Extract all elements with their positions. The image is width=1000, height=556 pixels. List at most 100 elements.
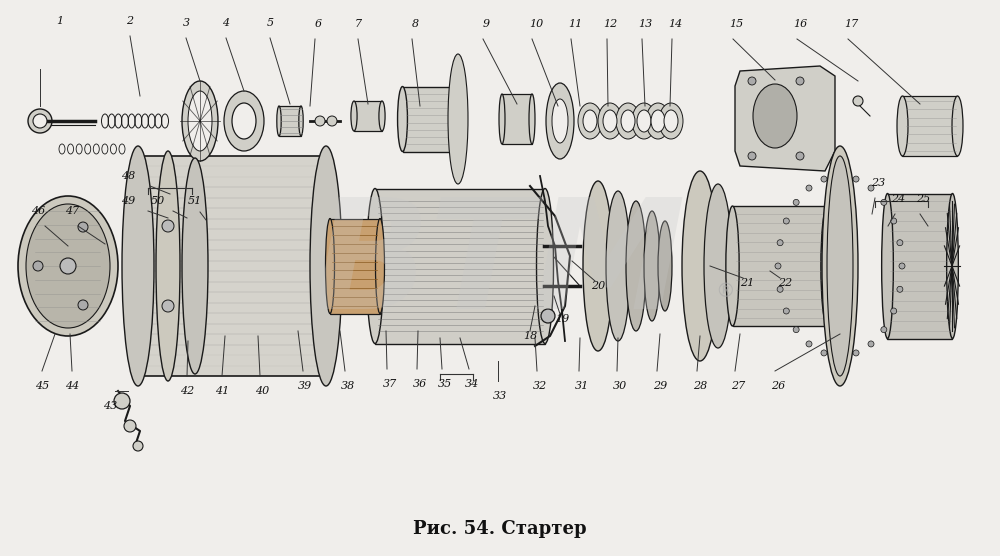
Ellipse shape [583,110,597,132]
Circle shape [793,326,799,332]
Text: 8: 8 [411,19,419,29]
Ellipse shape [947,193,958,339]
Circle shape [868,185,874,191]
Text: 39: 39 [298,381,312,391]
Circle shape [837,173,843,179]
Text: 47: 47 [65,206,79,216]
Ellipse shape [316,156,338,376]
Text: 31: 31 [575,381,589,391]
Ellipse shape [18,196,118,336]
Circle shape [78,300,88,310]
Ellipse shape [552,99,568,143]
Ellipse shape [626,201,646,331]
Circle shape [806,341,812,347]
Ellipse shape [310,146,342,386]
Text: 40: 40 [255,386,269,396]
Circle shape [897,286,903,292]
Circle shape [783,218,789,224]
Text: 46: 46 [31,206,45,216]
Polygon shape [735,66,835,171]
Ellipse shape [621,110,635,132]
Circle shape [162,220,174,232]
Text: 41: 41 [215,386,229,396]
Circle shape [315,116,325,126]
Ellipse shape [398,87,407,151]
Text: 5: 5 [266,18,274,28]
Circle shape [837,353,843,359]
Circle shape [891,218,897,224]
Text: 24: 24 [891,194,905,204]
Circle shape [28,109,52,133]
Text: ®: ® [715,281,735,300]
Ellipse shape [351,101,357,131]
Circle shape [124,420,136,432]
Bar [902,96,957,156]
Ellipse shape [277,106,281,136]
Bar [279,106,301,136]
Ellipse shape [664,110,678,132]
Text: 17: 17 [844,19,858,29]
Circle shape [133,441,143,451]
Text: 26: 26 [771,381,785,391]
Ellipse shape [453,87,462,151]
Text: 21: 21 [740,278,754,288]
Circle shape [783,308,789,314]
Text: 44: 44 [65,381,79,391]
Ellipse shape [536,188,554,344]
Text: Рис. 54. Стартер: Рис. 54. Стартер [413,520,587,538]
Ellipse shape [644,211,660,321]
Text: 37: 37 [383,379,397,389]
Bar [888,193,952,339]
Circle shape [868,341,874,347]
Text: 11: 11 [568,19,582,29]
Circle shape [821,350,827,356]
Text: 12: 12 [603,19,617,29]
Ellipse shape [326,219,335,314]
Text: 38: 38 [341,381,355,391]
Ellipse shape [952,96,963,156]
Text: 30: 30 [613,381,627,391]
Circle shape [881,200,887,205]
Text: 13: 13 [638,19,652,29]
Text: 27: 27 [731,381,745,391]
Ellipse shape [529,94,535,144]
Text: 22: 22 [778,278,792,288]
Circle shape [541,309,555,323]
Bar [330,219,380,314]
Text: 49: 49 [121,196,135,206]
Ellipse shape [658,221,672,311]
Ellipse shape [546,83,574,159]
Circle shape [853,96,863,106]
Circle shape [748,77,756,85]
Ellipse shape [182,158,208,374]
Ellipse shape [659,103,683,139]
Circle shape [33,261,43,271]
Ellipse shape [753,84,797,148]
Ellipse shape [499,94,505,144]
Text: 23: 23 [871,178,885,188]
Circle shape [777,286,783,292]
Circle shape [78,222,88,232]
Ellipse shape [646,103,670,139]
Ellipse shape [26,204,110,328]
Circle shape [881,326,887,332]
Ellipse shape [726,206,739,326]
Text: 3: 3 [182,18,190,28]
Circle shape [796,152,804,160]
Ellipse shape [182,81,218,161]
Text: 9: 9 [482,19,490,29]
Ellipse shape [821,206,834,326]
Ellipse shape [606,191,630,341]
Text: 34: 34 [465,379,479,389]
Text: 4: 4 [222,18,230,28]
Circle shape [853,350,859,356]
Ellipse shape [367,188,384,344]
Ellipse shape [704,184,732,348]
Bar [375,188,545,344]
Circle shape [821,176,827,182]
Text: ВТМ: ВТМ [314,192,686,341]
Circle shape [60,258,76,274]
Ellipse shape [637,110,651,132]
Ellipse shape [232,103,256,139]
Text: 42: 42 [180,386,194,396]
